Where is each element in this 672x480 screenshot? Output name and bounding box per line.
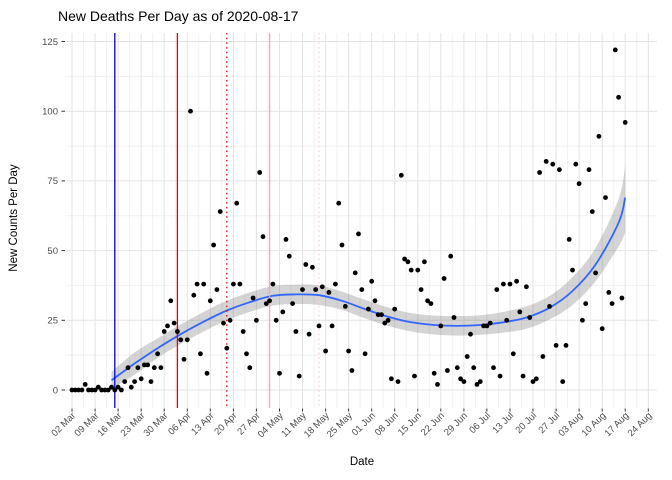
- reference-vlines: [114, 33, 320, 408]
- scatter-points: [69, 47, 628, 393]
- svg-text:125: 125: [42, 37, 58, 48]
- svg-text:50: 50: [47, 246, 58, 257]
- svg-text:15 Jun: 15 Jun: [396, 410, 424, 438]
- svg-text:16 Mar: 16 Mar: [96, 410, 125, 439]
- svg-text:10 Aug: 10 Aug: [580, 410, 609, 439]
- svg-text:20 Apr: 20 Apr: [212, 410, 239, 437]
- svg-text:20 Jul: 20 Jul: [513, 410, 539, 436]
- svg-text:06 Jul: 06 Jul: [467, 410, 493, 436]
- svg-text:24 Aug: 24 Aug: [626, 410, 655, 439]
- chart-title: New Deaths Per Day as of 2020-08-17: [58, 8, 299, 24]
- svg-text:30 Mar: 30 Mar: [142, 410, 171, 439]
- trend-line: [110, 197, 627, 381]
- svg-text:25: 25: [47, 316, 58, 327]
- svg-text:03 Aug: 03 Aug: [557, 410, 586, 439]
- y-tick-labels: 0 25 50 75 100 125: [42, 37, 58, 396]
- svg-text:22 Jun: 22 Jun: [419, 410, 447, 438]
- grid-major: [66, 33, 657, 408]
- svg-text:75: 75: [47, 176, 58, 187]
- svg-text:25 May: 25 May: [325, 410, 355, 440]
- svg-text:0: 0: [53, 385, 58, 396]
- svg-text:06 Apr: 06 Apr: [166, 410, 193, 437]
- svg-text:02 Mar: 02 Mar: [49, 410, 78, 439]
- svg-text:17 Aug: 17 Aug: [603, 410, 632, 439]
- svg-text:08 Jun: 08 Jun: [373, 410, 401, 438]
- svg-text:13 Jul: 13 Jul: [490, 410, 516, 436]
- svg-text:29 Jun: 29 Jun: [442, 410, 470, 438]
- svg-text:100: 100: [42, 107, 58, 118]
- svg-text:13 Apr: 13 Apr: [189, 410, 216, 437]
- confidence-band: [111, 165, 626, 389]
- svg-text:04 May: 04 May: [256, 410, 286, 440]
- svg-text:23 Mar: 23 Mar: [119, 410, 148, 439]
- x-axis-title: Date: [349, 456, 375, 468]
- axis-ticks: [61, 41, 649, 412]
- svg-text:01 Jun: 01 Jun: [350, 410, 378, 438]
- svg-text:09 Mar: 09 Mar: [73, 410, 102, 439]
